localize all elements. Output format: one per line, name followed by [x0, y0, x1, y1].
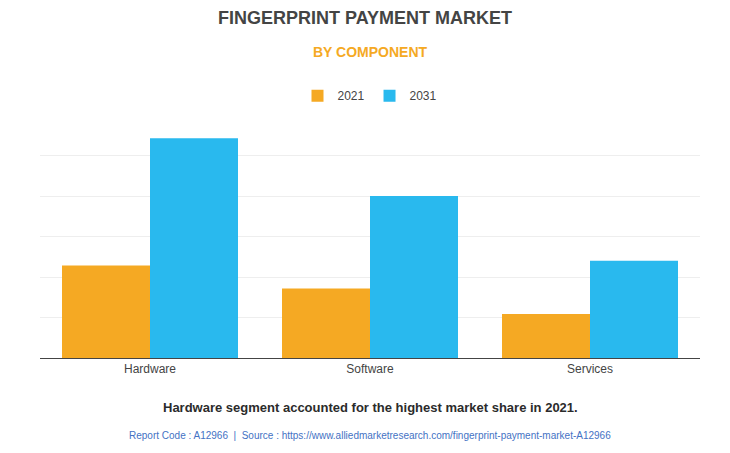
svg-text:Software: Software: [346, 362, 394, 376]
svg-text:Hardware: Hardware: [124, 362, 176, 376]
svg-text:Services: Services: [567, 362, 613, 376]
svg-text:Report Code : A12966 | Sourc: Report Code : A12966 | Source : https://…: [129, 430, 611, 441]
svg-text:2031: 2031: [410, 89, 437, 103]
svg-text:BY COMPONENT: BY COMPONENT: [313, 44, 428, 60]
svg-text:2021: 2021: [338, 89, 365, 103]
svg-text:Hardware segment accounted for: Hardware segment accounted for the highe…: [163, 400, 578, 415]
svg-text:FINGERPRINT PAYMENT MARKET: FINGERPRINT PAYMENT MARKET: [218, 8, 512, 28]
